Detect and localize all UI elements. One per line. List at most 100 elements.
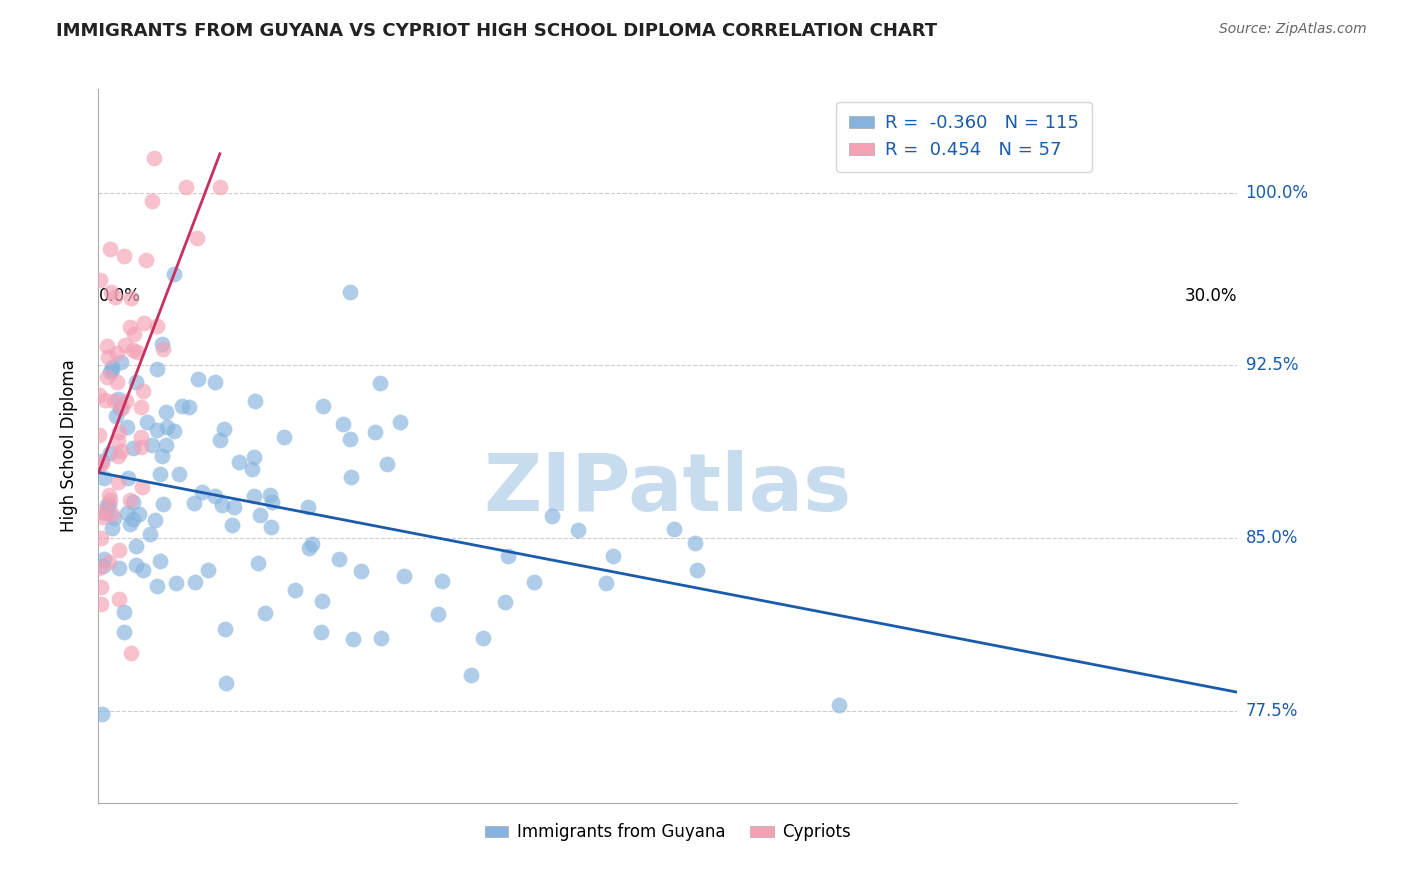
Point [114,337,136,351]
Point [121,441,143,455]
Point [135,253,157,268]
Point [108,561,131,575]
Point [89,388,111,402]
Point [149,467,172,482]
Point [93,509,115,524]
Point [311,624,333,639]
Point [112,625,135,640]
Point [129,430,152,444]
Point [284,583,307,598]
Point [247,556,270,570]
Point [184,575,207,590]
Point [120,493,142,508]
Point [328,551,350,566]
Point [117,420,139,434]
Point [91,456,114,470]
Point [90,580,112,594]
Point [150,449,173,463]
Point [117,507,139,521]
Point [100,285,122,300]
Point [146,318,169,333]
Point [152,497,174,511]
Point [340,470,363,484]
Text: 77.5%: 77.5% [1246,702,1298,720]
Point [107,475,129,489]
Point [98,555,121,569]
Point [120,291,142,305]
Text: 100.0%: 100.0% [1246,184,1309,202]
Point [90,531,112,545]
Point [107,592,129,607]
Point [350,564,373,578]
Point [101,508,124,522]
Point [112,249,135,263]
Point [93,551,115,566]
Point [105,346,128,360]
Point [228,455,250,469]
Point [91,505,114,519]
Point [172,399,194,413]
Point [146,362,169,376]
Point [183,495,205,509]
Point [124,327,146,342]
Point [100,362,122,376]
Point [683,536,706,550]
Y-axis label: High School Diploma: High School Diploma [59,359,77,533]
Point [245,393,267,408]
Point [260,495,283,509]
Point [136,415,159,429]
Point [115,394,138,409]
Point [89,273,111,287]
Point [98,446,121,460]
Point [163,267,186,281]
Point [339,432,361,446]
Point [167,467,190,481]
Point [297,500,319,515]
Point [204,375,226,389]
Point [117,471,139,485]
Point [427,607,450,622]
Point [249,508,271,522]
Point [686,563,709,577]
Point [146,579,169,593]
Point [240,462,263,476]
Point [121,343,143,358]
Point [602,549,624,563]
Point [127,344,149,359]
Point [364,425,387,439]
Point [828,698,851,712]
Point [89,458,111,473]
Point [132,563,155,577]
Point [108,425,131,439]
Point [120,319,142,334]
Point [523,574,546,589]
Point [122,512,145,526]
Point [94,392,117,407]
Point [208,179,231,194]
Point [138,527,160,541]
Point [125,375,148,389]
Point [134,316,156,330]
Point [98,365,121,379]
Point [91,706,114,721]
Point [98,242,121,256]
Point [93,471,115,485]
Point [100,360,122,375]
Point [125,539,148,553]
Text: 0.0%: 0.0% [98,287,141,305]
Text: 30.0%: 30.0% [1185,287,1237,305]
Point [332,417,354,431]
Point [129,400,152,414]
Point [155,405,177,419]
Point [155,438,177,452]
Point [149,554,172,568]
Point [460,668,482,682]
Point [96,498,118,512]
Point [98,492,121,507]
Text: Source: ZipAtlas.com: Source: ZipAtlas.com [1219,22,1367,37]
Point [143,151,166,165]
Point [152,342,174,356]
Point [197,563,219,577]
Point [273,430,295,444]
Text: 85.0%: 85.0% [1246,529,1298,547]
